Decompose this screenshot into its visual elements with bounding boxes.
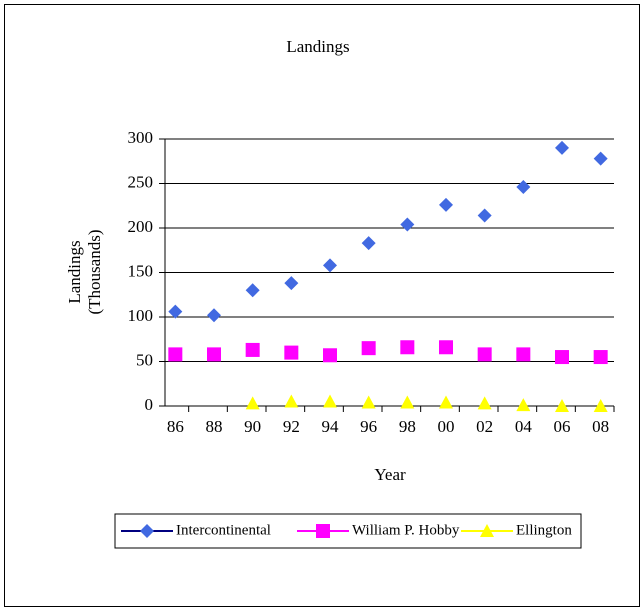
y-tick-label: 150 xyxy=(128,261,154,280)
x-tick-label: 08 xyxy=(592,417,609,436)
x-tick-label: 06 xyxy=(554,417,571,436)
data-point xyxy=(207,347,221,362)
data-point xyxy=(207,308,221,323)
data-point xyxy=(593,151,608,166)
legend-marker xyxy=(140,524,154,538)
data-point xyxy=(439,340,453,355)
data-point xyxy=(284,276,299,291)
y-tick-label: 250 xyxy=(128,172,154,191)
x-tick-label: 88 xyxy=(206,417,223,436)
data-point xyxy=(245,396,260,410)
data-point xyxy=(245,283,260,298)
y-tick-label: 300 xyxy=(128,128,154,147)
data-point xyxy=(439,197,453,212)
data-point xyxy=(593,399,608,412)
x-tick-label: 96 xyxy=(360,417,377,436)
chart-title: Landings xyxy=(286,37,349,56)
data-point xyxy=(516,347,531,362)
y-tick-label: 100 xyxy=(128,306,154,325)
y-tick-label: 0 xyxy=(145,395,154,414)
data-point xyxy=(168,347,183,362)
data-point xyxy=(323,258,337,273)
legend-marker xyxy=(480,524,494,537)
legend-marker xyxy=(316,524,330,538)
data-point xyxy=(555,140,569,155)
data-point xyxy=(555,350,569,365)
data-point xyxy=(516,180,531,195)
data-point xyxy=(323,394,337,408)
data-point xyxy=(477,208,492,223)
data-point xyxy=(284,345,299,360)
x-axis-title: Year xyxy=(374,465,406,484)
data-point xyxy=(400,340,415,355)
y-axis-title-line: Landings xyxy=(65,240,84,303)
data-point xyxy=(555,399,569,412)
y-axis-title-line: (Thousands) xyxy=(85,230,104,315)
data-point xyxy=(284,394,299,408)
data-point xyxy=(477,347,492,362)
legend-label: William P. Hobby xyxy=(352,522,460,538)
x-tick-label: 98 xyxy=(399,417,416,436)
data-point xyxy=(361,341,376,356)
data-point xyxy=(168,304,183,319)
y-axis-title: Landings (Thousands) xyxy=(65,230,104,315)
y-tick-label: 200 xyxy=(128,217,154,236)
data-point xyxy=(477,396,492,410)
x-tick-label: 92 xyxy=(283,417,300,436)
x-tick-label: 04 xyxy=(515,417,533,436)
data-point xyxy=(323,348,337,363)
data-point xyxy=(516,398,531,412)
data-point xyxy=(593,350,608,365)
data-point xyxy=(245,342,260,357)
y-tick-label: 50 xyxy=(136,350,153,369)
legend-label: Ellington xyxy=(516,522,572,538)
x-tick-label: 86 xyxy=(167,417,184,436)
data-point xyxy=(361,236,376,251)
x-tick-label: 02 xyxy=(476,417,493,436)
data-point xyxy=(361,395,376,409)
x-tick-label: 94 xyxy=(322,417,340,436)
chart-border xyxy=(4,4,640,607)
data-point xyxy=(400,217,415,232)
legend-label: Intercontinental xyxy=(176,522,271,538)
x-tick-label: 00 xyxy=(438,417,455,436)
data-point xyxy=(439,395,453,409)
x-tick-label: 90 xyxy=(244,417,261,436)
data-point xyxy=(400,395,415,409)
